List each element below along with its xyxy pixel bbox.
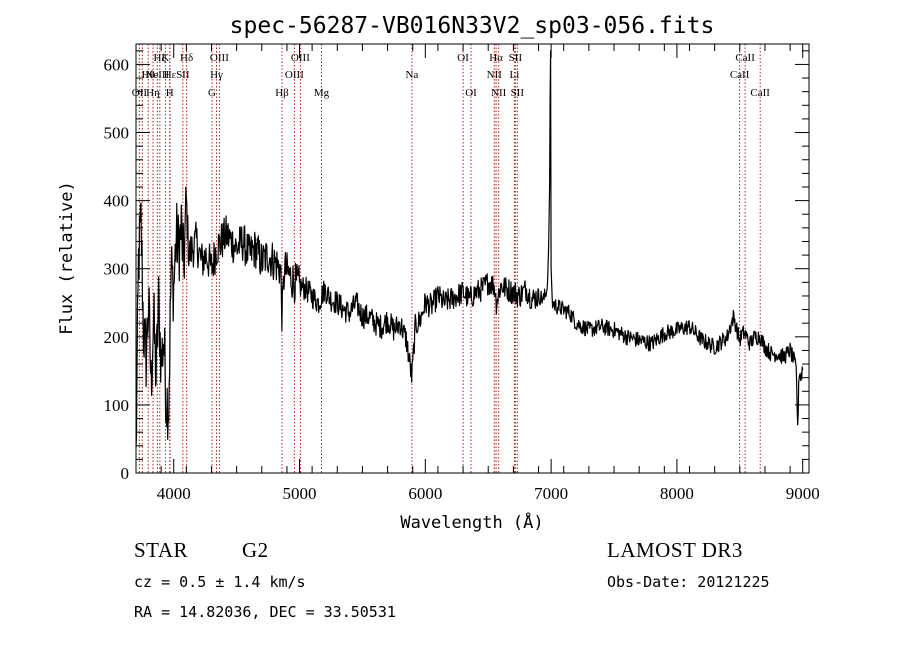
line-marker-label-28: CaII: [735, 52, 755, 64]
y-axis-label: Flux (relative): [57, 181, 77, 335]
survey-name: LAMOST DR3: [607, 538, 743, 562]
axis-ticks: [135, 44, 809, 474]
object-type: STAR: [134, 538, 188, 562]
x-tick-label-2: 6000: [408, 484, 442, 503]
y-tick-label-6: 600: [104, 55, 130, 74]
x-tick-label-3: 7000: [534, 484, 568, 503]
line-marker-label-15: OIII: [285, 69, 304, 81]
line-marker-label-16: OIII: [291, 52, 310, 64]
y-tick-label-2: 200: [104, 328, 130, 347]
redshift-value: cz = 0.5 ± 1.4 km/s: [134, 573, 306, 591]
axis-tick-labels: 4000 5000 6000 7000 8000 9000 0 100 200 300 400 500…: [104, 55, 820, 503]
x-tick-label-1: 5000: [283, 484, 317, 503]
x-tick-label-0: 4000: [157, 484, 191, 503]
line-marker-label-3: Hη: [146, 87, 160, 99]
line-marker-label-8: Hε: [164, 69, 177, 81]
y-tick-label-5: 500: [104, 124, 130, 143]
line-marker-label-11: G: [208, 87, 216, 99]
line-marker-label-24: Li: [510, 69, 520, 81]
x-tick-label-5: 9000: [786, 484, 820, 503]
line-marker-label-4: NeIII: [145, 69, 169, 81]
line-marker-label-18: Na: [405, 69, 418, 81]
line-marker-label-25: SII: [509, 52, 523, 64]
y-tick-label-4: 400: [104, 192, 130, 211]
x-tick-label-4: 8000: [660, 484, 694, 503]
line-marker-label-17: Mg: [314, 87, 330, 99]
line-marker-label-5: Hζ: [154, 52, 167, 64]
line-marker-label-21: NII: [487, 69, 503, 81]
line-marker-label-6: K: [161, 52, 169, 64]
line-marker-label-0: OII: [132, 87, 148, 99]
line-marker-label-2: Hθ: [142, 69, 155, 81]
line-marker-label-19: OI: [457, 52, 469, 64]
line-marker-label-29: CaII: [750, 87, 770, 99]
line-marker-label-10: Hδ: [180, 52, 193, 64]
line-marker-label-9: SII: [176, 69, 190, 81]
line-marker-label-12: Hγ: [210, 69, 223, 81]
line-marker-label-20: OI: [465, 87, 477, 99]
line-marker-label-7: H: [166, 87, 174, 99]
chart-title: spec-56287-VB016N33V2_sp03-056.fits: [230, 13, 715, 39]
line-marker-label-23: NII: [491, 87, 507, 99]
line-marker-label-26: SII: [511, 87, 525, 99]
line-marker-label-22: Hα: [489, 52, 503, 64]
x-axis-label: Wavelength (Å): [400, 511, 543, 533]
line-marker-label-13: OIII: [210, 52, 229, 64]
plot-frame: [135, 43, 810, 474]
line-marker-label-14: Hβ: [275, 87, 289, 99]
y-tick-label-0: 0: [121, 464, 130, 483]
line-marker-label-27: CaII: [730, 69, 750, 81]
sky-coordinates: RA = 14.82036, DEC = 33.50531: [134, 603, 396, 621]
y-tick-label-3: 300: [104, 260, 130, 279]
observation-date: Obs-Date: 20121225: [607, 573, 770, 591]
y-tick-label-1: 100: [104, 396, 130, 415]
spectral-subclass: G2: [242, 538, 269, 562]
spectrum-series-line: [135, 50, 804, 448]
